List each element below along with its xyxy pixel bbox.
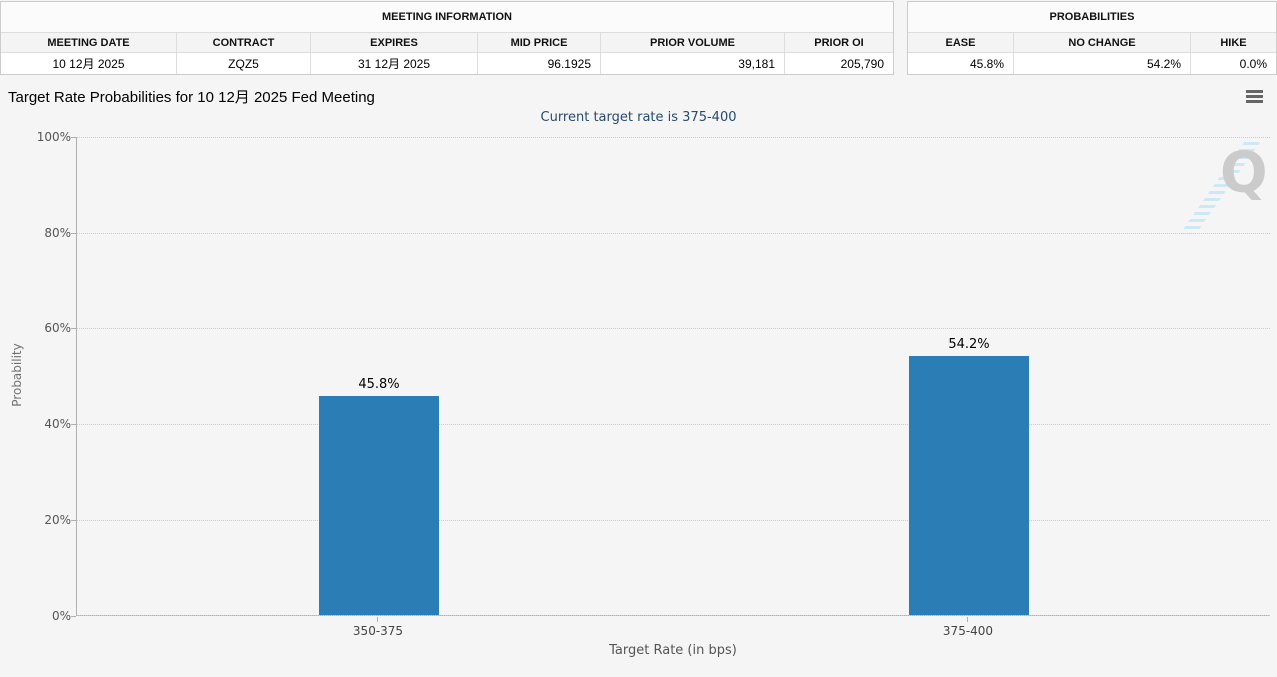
chart-context-menu-button[interactable]	[1246, 90, 1264, 104]
y-axis-title: Probability	[10, 343, 24, 407]
x-axis-tick	[377, 617, 378, 622]
x-category-label-350-375: 350-375	[352, 624, 404, 638]
bar-350-375[interactable]: 45.8%	[319, 377, 439, 615]
ease-value: 45.8%	[908, 53, 1014, 74]
y-axis-tick	[71, 616, 76, 617]
probabilities-header-row: EASE NO CHANGE HIKE	[908, 33, 1276, 53]
probabilities-title: PROBABILITIES	[908, 2, 1276, 33]
y-axis-tick	[71, 520, 76, 521]
y-tick-label-40: 40%	[44, 417, 71, 431]
y-tick-label-80: 80%	[44, 226, 71, 240]
x-category-label-375-400: 375-400	[942, 624, 994, 638]
meeting-information-value-row: 10 12月 2025 ZQZ5 31 12月 2025 96.1925 39,…	[1, 53, 893, 74]
y-axis-tick	[71, 424, 76, 425]
column-header-prior-oi: PRIOR OI	[814, 36, 864, 49]
hike-value: 0.0%	[1239, 56, 1267, 71]
gridline-60	[77, 328, 1270, 329]
gridline-0	[77, 615, 1270, 616]
column-header-meeting-date: MEETING DATE	[1, 33, 177, 52]
gridline-80	[77, 233, 1270, 234]
column-header-prior-volume: PRIOR VOLUME	[601, 33, 785, 52]
y-axis-tick	[71, 233, 76, 234]
meeting-information-title: MEETING INFORMATION	[1, 2, 893, 33]
gridline-40	[77, 424, 1270, 425]
y-tick-label-0: 0%	[51, 609, 71, 623]
y-tick-label-60: 60%	[44, 321, 71, 335]
column-header-ease: EASE	[908, 33, 1014, 52]
y-axis-tick	[71, 137, 76, 138]
y-tick-label-20: 20%	[44, 513, 71, 527]
column-header-no-change: NO CHANGE	[1014, 33, 1191, 52]
no-change-value: 54.2%	[1014, 53, 1191, 74]
plot-area: 45.8% 54.2%	[76, 137, 1270, 616]
expires-value: 31 12月 2025	[311, 53, 478, 74]
hamburger-menu-icon	[1246, 90, 1263, 93]
x-axis-tick	[967, 617, 968, 622]
prior-oi-value: 205,790	[840, 56, 884, 71]
mid-price-value: 96.1925	[478, 53, 601, 74]
column-header-hike: HIKE	[1220, 36, 1247, 49]
meeting-information-table: MEETING INFORMATION MEETING DATE CONTRAC…	[0, 1, 894, 75]
prior-volume-value: 39,181	[601, 53, 785, 74]
probabilities-value-row: 45.8% 54.2% 0.0%	[908, 53, 1276, 74]
bar-value-label: 45.8%	[358, 377, 400, 393]
x-axis-title: Target Rate (in bps)	[609, 643, 737, 658]
y-tick-label-100: 100%	[36, 130, 71, 144]
column-header-contract: CONTRACT	[177, 33, 311, 52]
y-axis-tick	[71, 328, 76, 329]
column-header-expires: EXPIRES	[311, 33, 478, 52]
column-header-mid-price: MID PRICE	[478, 33, 601, 52]
bar-375-400[interactable]: 54.2%	[909, 337, 1029, 615]
bar-value-label: 54.2%	[948, 336, 990, 352]
gridline-100	[77, 137, 1270, 138]
meeting-date-value: 10 12月 2025	[1, 53, 177, 74]
chart-subtitle: Current target rate is 375-400	[540, 110, 737, 125]
meeting-information-header-row: MEETING DATE CONTRACT EXPIRES MID PRICE …	[1, 33, 893, 53]
chart-title: Target Rate Probabilities for 10 12月 202…	[8, 89, 375, 106]
contract-value: ZQZ5	[177, 53, 311, 74]
probabilities-table: PROBABILITIES EASE NO CHANGE HIKE 45.8% …	[907, 1, 1277, 75]
gridline-20	[77, 520, 1270, 521]
